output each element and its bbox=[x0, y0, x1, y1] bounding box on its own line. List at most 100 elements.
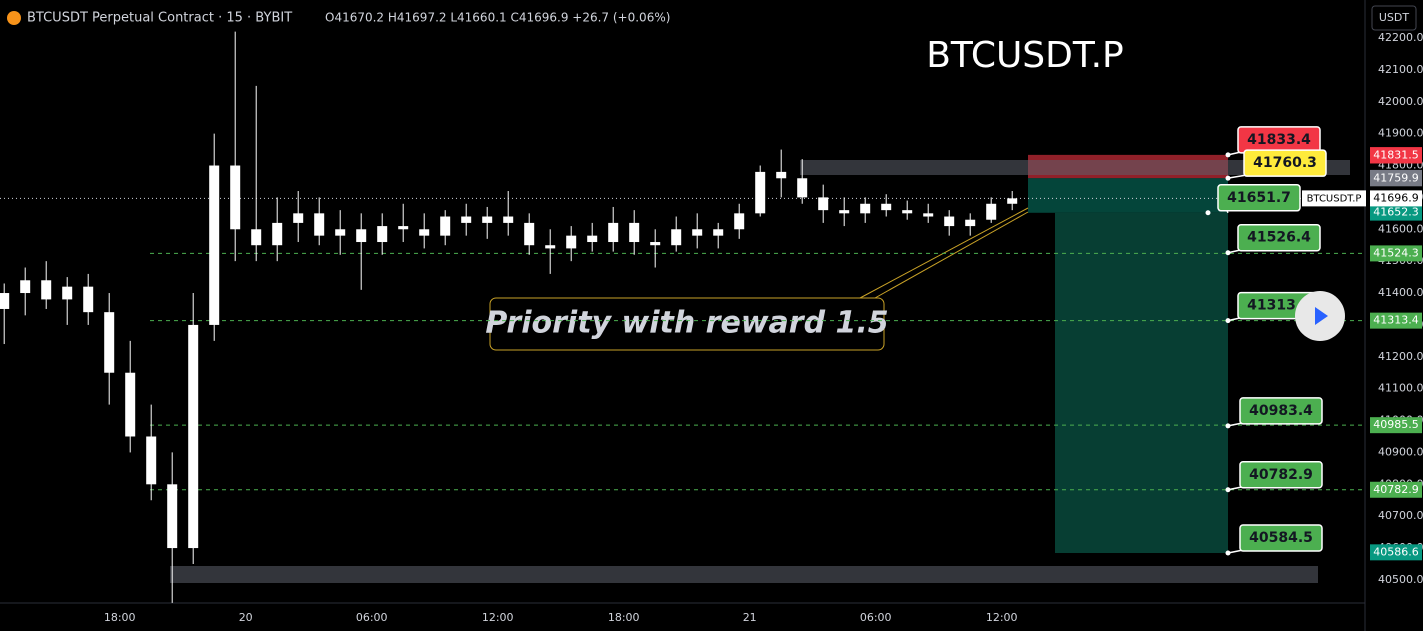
axis-price-tag bbox=[1370, 204, 1422, 221]
annotation: Priority with reward 1.5 bbox=[485, 306, 888, 341]
callout-box bbox=[1237, 223, 1321, 252]
symbol: BTCUSDT Perpetual Contract · 15 · BYBIT bbox=[27, 11, 292, 26]
candle-body bbox=[503, 216, 514, 223]
axis-price-tag bbox=[1370, 481, 1422, 498]
callout-label: 41760.3 bbox=[1253, 155, 1317, 171]
candle-body bbox=[377, 226, 388, 243]
y-tick-label: 41200.0 bbox=[1378, 350, 1423, 363]
candle-body bbox=[41, 280, 52, 300]
zones bbox=[1028, 154, 1228, 554]
annotation-box bbox=[489, 297, 885, 351]
callout-dot bbox=[1225, 250, 1231, 256]
candle-body bbox=[398, 226, 409, 230]
candle-body bbox=[734, 213, 745, 230]
play-icon bbox=[1315, 307, 1328, 325]
candle-body bbox=[230, 165, 241, 230]
x-tick-label: 12:00 bbox=[482, 611, 514, 624]
candle-body bbox=[965, 219, 976, 227]
axis-price-label: 40782.9 bbox=[1373, 483, 1419, 496]
callout-box bbox=[1217, 184, 1301, 212]
current-price-tag bbox=[1370, 190, 1422, 207]
candle-body bbox=[440, 216, 451, 236]
currency: USDT bbox=[1379, 11, 1410, 24]
candle-body bbox=[419, 229, 430, 236]
candle-body bbox=[272, 222, 283, 246]
y-tick-label: 42000.0 bbox=[1378, 95, 1423, 108]
callout-label: 41651.7 bbox=[1227, 190, 1291, 206]
callout-dot bbox=[1225, 175, 1231, 181]
callout-label: 40983.4 bbox=[1249, 403, 1313, 419]
callout-dot bbox=[1225, 318, 1231, 324]
candle-body bbox=[881, 203, 892, 211]
candle-body bbox=[104, 312, 115, 373]
candle-body bbox=[608, 222, 619, 243]
current-price-label: 41696.9 bbox=[1373, 191, 1419, 204]
y-tick-label: 41600.0 bbox=[1378, 222, 1423, 235]
candle-body bbox=[650, 242, 661, 246]
candle-body bbox=[902, 210, 913, 214]
callout-dot bbox=[1225, 152, 1231, 158]
axis-price-tag bbox=[1370, 544, 1422, 561]
callout-label: 41526.4 bbox=[1247, 230, 1311, 246]
y-tick-label: 40900.0 bbox=[1378, 445, 1423, 458]
candle-body bbox=[923, 213, 934, 217]
candle-body bbox=[545, 245, 556, 249]
candle-body bbox=[860, 203, 871, 214]
ohlc: O41670.2 H41697.2 L41660.1 C41696.9 +26.… bbox=[325, 11, 670, 25]
x-tick-label: 21 bbox=[743, 611, 757, 624]
candle-body bbox=[167, 484, 178, 549]
candle-body bbox=[587, 235, 598, 243]
candle-body bbox=[314, 213, 325, 236]
coin-icon bbox=[7, 11, 21, 25]
profit-zone bbox=[1055, 212, 1228, 554]
current-name-tag bbox=[1302, 190, 1366, 207]
x-tick-label: 06:00 bbox=[356, 611, 388, 624]
callout-box bbox=[1239, 524, 1323, 552]
watermark: BTCUSDT.P bbox=[926, 35, 1124, 76]
candle-body bbox=[209, 165, 220, 325]
candle-body bbox=[944, 216, 955, 227]
x-tick-label: 18:00 bbox=[608, 611, 640, 624]
candle-body bbox=[356, 229, 367, 243]
callout-box bbox=[1239, 461, 1323, 489]
callout-label: 41833.4 bbox=[1247, 132, 1311, 148]
candle-body bbox=[461, 216, 472, 223]
candle-body bbox=[335, 229, 346, 236]
y-tick-label: 41900.0 bbox=[1378, 127, 1423, 140]
candle-body bbox=[293, 213, 304, 223]
candle-body bbox=[629, 222, 640, 243]
annotation-pointer bbox=[874, 211, 1029, 299]
axis-price-label: 41652.3 bbox=[1373, 206, 1419, 219]
x-tick-label: 06:00 bbox=[860, 611, 892, 624]
candle-body bbox=[755, 171, 766, 214]
candle-body bbox=[83, 286, 94, 313]
candle-body bbox=[566, 235, 577, 249]
candle-body bbox=[671, 229, 682, 246]
callout-dot bbox=[1205, 210, 1211, 216]
callout-label: 40782.9 bbox=[1249, 467, 1313, 483]
y-tick-label: 40700.0 bbox=[1378, 509, 1423, 522]
candle-body bbox=[713, 229, 724, 236]
candle-body bbox=[188, 324, 199, 549]
axis-price-label: 41313.4 bbox=[1373, 314, 1419, 327]
entry-zone bbox=[1028, 178, 1228, 213]
y-tick-label: 41400.0 bbox=[1378, 286, 1423, 299]
axis-price-tag bbox=[1370, 312, 1422, 329]
currency-button[interactable] bbox=[1371, 5, 1417, 31]
x-tick-label: 12:00 bbox=[986, 611, 1018, 624]
callout-box bbox=[1243, 149, 1327, 177]
callout-dot bbox=[1225, 423, 1231, 429]
candle-body bbox=[62, 286, 73, 300]
callout-label: 41313.4 bbox=[1247, 298, 1311, 314]
axis-price-label: 40586.6 bbox=[1373, 545, 1419, 558]
candle-body bbox=[20, 280, 31, 294]
axis-price-label: 41759.9 bbox=[1373, 171, 1419, 184]
candle-body bbox=[146, 436, 157, 485]
candle-body bbox=[692, 229, 703, 236]
callout-label: 40584.5 bbox=[1249, 530, 1313, 546]
candle-body bbox=[986, 203, 997, 220]
candle-body bbox=[797, 178, 808, 198]
candle-body bbox=[482, 216, 493, 223]
